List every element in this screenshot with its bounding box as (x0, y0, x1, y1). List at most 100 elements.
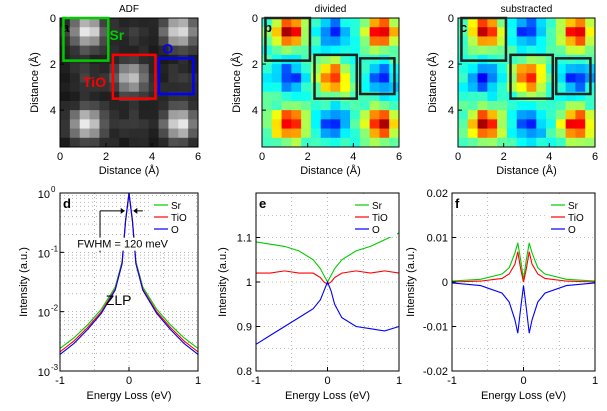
heatmap-cell (359, 91, 371, 102)
heatmap-cell (575, 91, 586, 102)
heatmap-cell (109, 119, 120, 129)
heatmap-cell (359, 36, 371, 47)
heatmap-cell (555, 18, 567, 28)
heatmap-cell (497, 137, 508, 148)
heatmap-cell (119, 54, 130, 65)
region-box-o (554, 57, 592, 96)
heatmap-cell (310, 18, 322, 28)
heatmap-cell (99, 137, 110, 148)
heatmap-cell (109, 36, 120, 47)
heatmap-cell (148, 100, 159, 111)
heatmap-cell (89, 36, 100, 47)
heatmap-cell (158, 73, 169, 83)
heatmap-cell (458, 119, 469, 129)
heatmap-cell (148, 91, 159, 102)
heatmap-cell (379, 27, 390, 37)
heatmap-cell (575, 27, 586, 37)
panel-title: substracted (501, 4, 553, 15)
heatmap-cell (281, 82, 292, 93)
heatmap-cell (330, 137, 341, 148)
heatmap-cell (129, 27, 140, 37)
heatmap-cell (565, 18, 576, 28)
heatmap-cell (148, 18, 159, 28)
heatmap-cell (291, 45, 302, 56)
heatmap-cell (310, 27, 322, 37)
heatmap-cell (369, 18, 380, 28)
heatmap-cell (585, 128, 596, 139)
heatmap-cell (506, 91, 518, 102)
heatmap-cell (271, 36, 282, 47)
heatmap-cell (158, 91, 169, 102)
heatmap-cell (330, 27, 341, 37)
y-tick-label: 10 (38, 248, 50, 260)
heatmap-cell (119, 82, 130, 93)
heatmap-cell (359, 100, 371, 111)
heatmap-cell (389, 100, 400, 111)
heatmap-cell (320, 45, 331, 56)
heatmap-cell (487, 45, 498, 56)
heatmap-cell (168, 54, 179, 65)
heatmap-cell (119, 73, 130, 83)
heatmap-cell (119, 45, 130, 56)
heatmap-cell (79, 119, 90, 129)
heatmap-cell (262, 110, 273, 120)
heatmap-cell (546, 27, 557, 37)
heatmap-cell (506, 36, 518, 47)
heatmap-cell (546, 73, 557, 83)
y-tick-exponent: -3 (51, 363, 59, 372)
x-axis-label: Energy Loss (eV) (481, 390, 566, 402)
region-box-sr (62, 16, 110, 62)
heatmap-cell (497, 27, 508, 37)
y-tick-label: 1.1 (237, 233, 252, 245)
heatmap-cell (359, 18, 371, 28)
legend-label-o: O (372, 225, 380, 236)
heatmap-cell (138, 82, 150, 93)
y-tick-label: 2 (50, 59, 56, 71)
heatmap-cell (487, 128, 498, 139)
heatmap-cell (79, 82, 90, 93)
heatmap-cell (389, 137, 400, 148)
heatmap-cell (526, 137, 537, 148)
heatmap-cell (575, 36, 586, 47)
heatmap-cell (281, 137, 292, 148)
heatmap-cell (69, 110, 81, 120)
heatmap-cell (340, 119, 351, 129)
heatmap-cell (350, 91, 361, 102)
heatmap-cell (109, 54, 120, 65)
x-tick-label: 6 (592, 151, 598, 163)
heatmap-cell (467, 18, 478, 28)
heatmap-cell (467, 100, 478, 111)
heatmap-cell (89, 45, 100, 56)
heatmap-cell (565, 128, 576, 139)
heatmap-cell (330, 36, 341, 47)
heatmap-cell (536, 36, 547, 47)
heatmap-cell (60, 27, 71, 37)
heatmap-cell (79, 128, 90, 139)
heatmap-cell (271, 45, 282, 56)
heatmap-cell (458, 91, 469, 102)
heatmap-cell (301, 36, 312, 47)
panel-letter: e (259, 196, 266, 211)
heatmap-cell (536, 82, 547, 93)
heatmap-cell (129, 82, 140, 93)
heatmap-cell (477, 128, 488, 139)
heatmap-cell (379, 100, 390, 111)
y-tick-label: 0.01 (427, 233, 448, 245)
fwhm-arrowhead-right (133, 207, 138, 214)
heatmap-cell (320, 119, 331, 129)
y-tick-label: 0 (448, 13, 454, 25)
heatmap-cell (301, 137, 312, 148)
heatmap-cell (536, 73, 547, 83)
y-tick-label: 0 (50, 13, 56, 25)
heatmap-cell (69, 119, 81, 129)
heatmap-cell (458, 128, 469, 139)
heatmap-cell (119, 36, 130, 47)
heatmap-cell (350, 27, 361, 37)
heatmap-cell (477, 27, 488, 37)
heatmap-cell (506, 110, 518, 120)
heatmap-cell (271, 137, 282, 148)
heatmap-cell (310, 100, 322, 111)
y-tick-label: 0 (252, 13, 258, 25)
heatmap-cell (109, 45, 120, 56)
